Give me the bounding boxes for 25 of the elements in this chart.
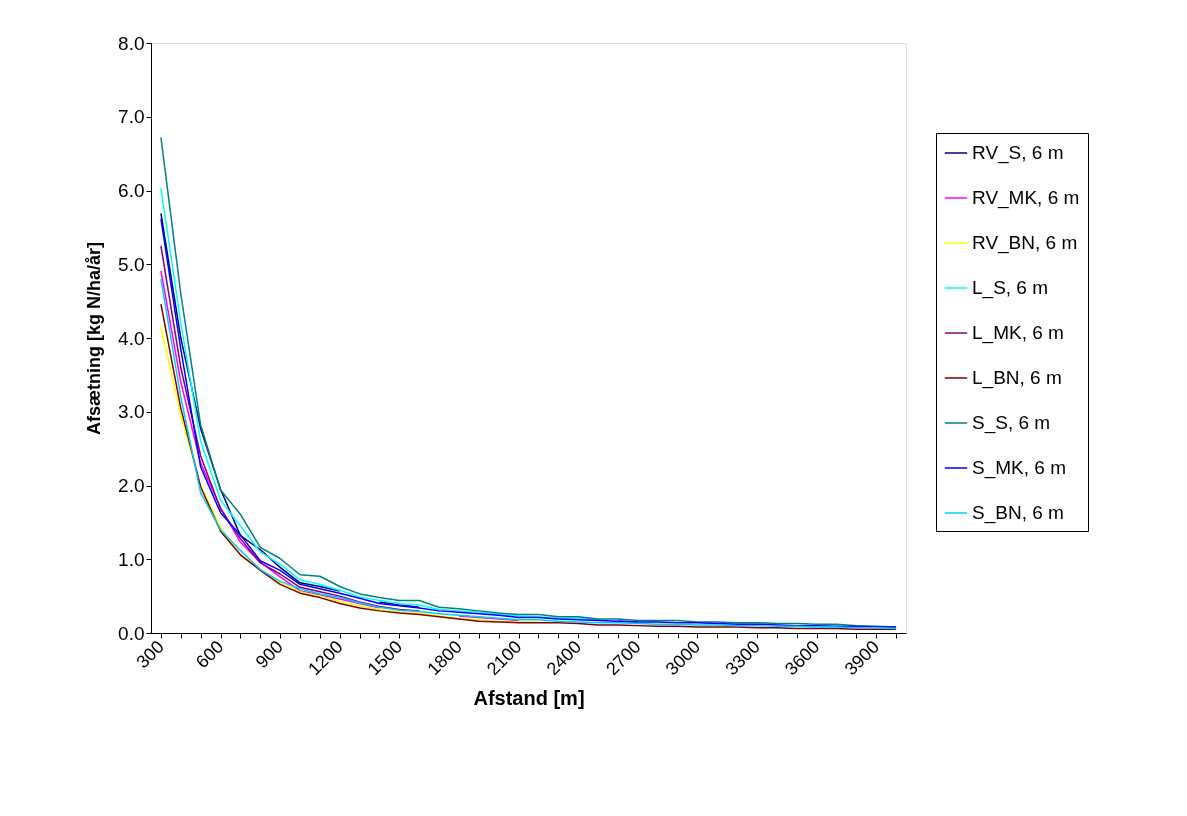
- legend-label: RV_S, 6 m: [972, 142, 1064, 164]
- legend-label: S_BN, 6 m: [972, 502, 1064, 524]
- y-tick-label: 3.0: [118, 401, 145, 423]
- y-tick-label: 8.0: [118, 32, 145, 54]
- y-tick-label: 6.0: [118, 180, 145, 201]
- x-axis-title: Afstand [m]: [473, 687, 585, 710]
- y-tick-label: 2.0: [118, 475, 145, 496]
- legend-label: L_MK, 6 m: [972, 322, 1064, 344]
- y-tick-label: 5.0: [118, 253, 145, 275]
- x-tick-label: 900: [251, 636, 288, 673]
- legend-label: L_BN, 6 m: [972, 367, 1062, 389]
- legend-label: RV_MK, 6 m: [972, 187, 1080, 209]
- y-axis-title: Afsætning [kg N/ha/år]: [84, 241, 105, 436]
- line-series: [160, 217, 897, 628]
- x-tick-label: 600: [192, 636, 228, 673]
- y-tick-label: 4.0: [118, 327, 145, 349]
- y-tick-label: 1.0: [118, 548, 145, 570]
- legend-label: S_MK, 6 m: [972, 457, 1066, 479]
- legend-label: L_S, 6 m: [972, 277, 1049, 299]
- legend-label: RV_BN, 6 m: [972, 232, 1078, 254]
- y-tick-label: 0.0: [118, 622, 145, 644]
- line-series: [160, 326, 540, 623]
- y-tick-label: 7.0: [118, 106, 145, 128]
- line-series: [160, 245, 420, 612]
- legend-label: S_S, 6 m: [972, 412, 1051, 434]
